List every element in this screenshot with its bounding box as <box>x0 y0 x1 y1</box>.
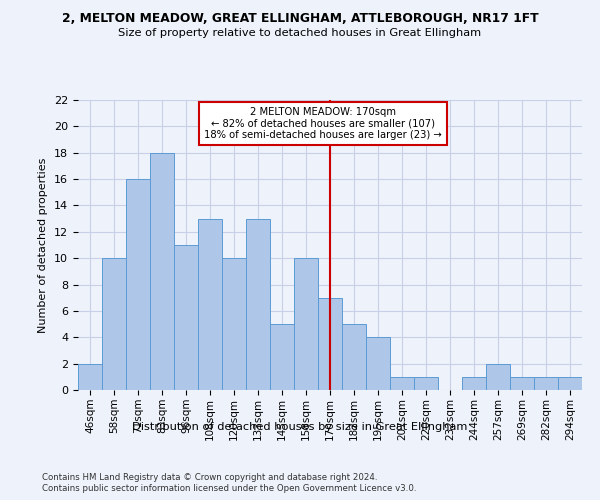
Bar <box>558 377 582 390</box>
Bar <box>366 338 390 390</box>
Bar <box>150 152 174 390</box>
Bar <box>462 377 486 390</box>
Y-axis label: Number of detached properties: Number of detached properties <box>38 158 49 332</box>
Bar <box>222 258 246 390</box>
Text: 2, MELTON MEADOW, GREAT ELLINGHAM, ATTLEBOROUGH, NR17 1FT: 2, MELTON MEADOW, GREAT ELLINGHAM, ATTLE… <box>62 12 538 26</box>
Bar <box>198 218 222 390</box>
Bar <box>414 377 438 390</box>
Text: Size of property relative to detached houses in Great Ellingham: Size of property relative to detached ho… <box>118 28 482 38</box>
Bar <box>318 298 342 390</box>
Text: Contains HM Land Registry data © Crown copyright and database right 2024.: Contains HM Land Registry data © Crown c… <box>42 472 377 482</box>
Bar <box>390 377 414 390</box>
Bar <box>534 377 558 390</box>
Bar <box>246 218 270 390</box>
Bar <box>294 258 318 390</box>
Bar <box>78 364 102 390</box>
Bar <box>510 377 534 390</box>
Bar <box>342 324 366 390</box>
Bar <box>126 179 150 390</box>
Text: 2 MELTON MEADOW: 170sqm
← 82% of detached houses are smaller (107)
18% of semi-d: 2 MELTON MEADOW: 170sqm ← 82% of detache… <box>204 106 442 140</box>
Bar <box>174 245 198 390</box>
Text: Contains public sector information licensed under the Open Government Licence v3: Contains public sector information licen… <box>42 484 416 493</box>
Text: Distribution of detached houses by size in Great Ellingham: Distribution of detached houses by size … <box>133 422 467 432</box>
Bar <box>486 364 510 390</box>
Bar <box>270 324 294 390</box>
Bar <box>102 258 126 390</box>
